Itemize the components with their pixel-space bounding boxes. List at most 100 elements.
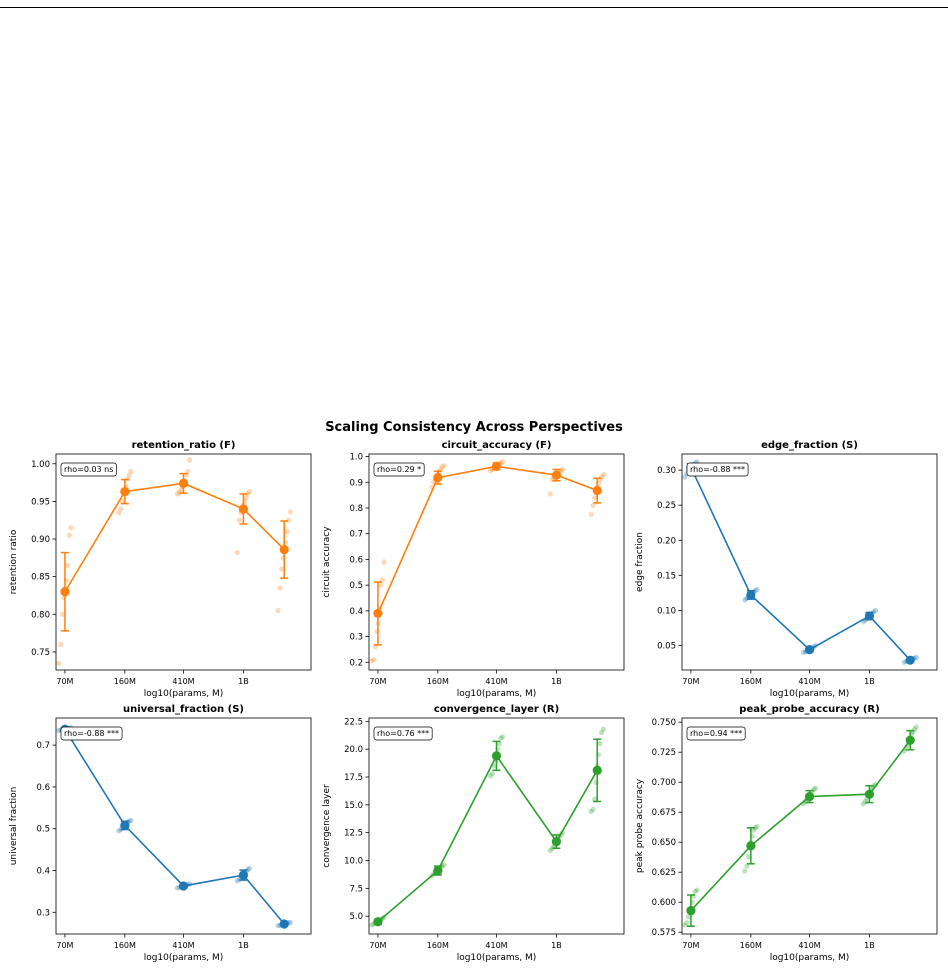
mean-marker bbox=[905, 735, 915, 745]
y-tick-label: 0.4 bbox=[349, 607, 363, 617]
mean-marker bbox=[433, 473, 443, 483]
rho-annotation-text: rho=-0.88 *** bbox=[64, 729, 119, 738]
y-tick-label: 5.0 bbox=[349, 912, 363, 922]
raw-point bbox=[913, 724, 919, 730]
rho-annotation-box bbox=[373, 462, 425, 477]
x-tick-label: 1B bbox=[238, 677, 249, 686]
x-tick-label: 160M bbox=[114, 941, 136, 950]
mean-line bbox=[64, 482, 285, 593]
x-axis-label: log10(params, M) bbox=[770, 689, 850, 699]
rho-annotation: rho=0.94 *** bbox=[686, 726, 746, 741]
x-tick-label: 1B bbox=[864, 941, 875, 950]
raw-point bbox=[592, 495, 598, 501]
mean-marker bbox=[60, 587, 70, 597]
x-axis-label: log10(params, M) bbox=[457, 689, 537, 699]
panels-group: retention_ratio (F) 0.75 0.80 0.85 0.90 0.95 1… bbox=[9, 440, 938, 963]
raw-point bbox=[694, 887, 700, 893]
y-tick-label: 0.7 bbox=[349, 530, 363, 540]
panel-title: circuit_accuracy (F) bbox=[442, 440, 552, 451]
raw-point bbox=[692, 888, 698, 895]
raw-point bbox=[547, 847, 553, 854]
mean-marker bbox=[592, 485, 602, 496]
y-tick-label: 0.750 bbox=[652, 718, 676, 728]
rho-annotation-text: rho=0.29 * bbox=[377, 465, 421, 474]
raw-point bbox=[279, 566, 285, 572]
x-tick-label: 160M bbox=[740, 677, 762, 686]
x-tick-label: 410M bbox=[172, 941, 194, 950]
raw-point bbox=[234, 549, 240, 556]
x-tick-label: 1B bbox=[551, 677, 562, 686]
raw-point bbox=[378, 582, 384, 588]
y-tick-label: 0.25 bbox=[657, 501, 676, 511]
mean-marker bbox=[178, 881, 189, 891]
raw-point bbox=[600, 471, 606, 478]
mean-marker bbox=[686, 906, 696, 916]
mean-marker bbox=[551, 470, 562, 480]
raw-point bbox=[58, 641, 64, 648]
raw-point bbox=[685, 914, 691, 920]
rho-annotation-text: rho=0.03 ns bbox=[64, 465, 113, 474]
mean-marker bbox=[238, 870, 249, 880]
y-tick-label: 0.625 bbox=[652, 868, 676, 878]
raw-point bbox=[742, 868, 748, 874]
x-tick-label: 70M bbox=[682, 941, 699, 950]
mean-marker bbox=[120, 820, 130, 830]
raw-point bbox=[487, 468, 493, 474]
mean-marker bbox=[120, 487, 130, 497]
y-tick-label: 0.95 bbox=[31, 497, 50, 507]
raw-point bbox=[590, 502, 596, 509]
y-tick-label: 0.10 bbox=[657, 606, 676, 616]
panel-4: universal_fraction (S) 0.3 0.4 0.5 0.6 0.7 70M… bbox=[9, 704, 312, 963]
mean-marker bbox=[905, 655, 915, 665]
raw-point bbox=[68, 525, 74, 531]
raw-point bbox=[118, 506, 124, 512]
mean-marker bbox=[804, 645, 815, 655]
mean-line bbox=[377, 754, 598, 923]
rho-annotation: rho=0.76 *** bbox=[373, 726, 433, 741]
axes-frame bbox=[681, 717, 938, 935]
raw-point bbox=[742, 597, 748, 603]
rho-annotation-text: rho=-0.88 *** bbox=[690, 465, 745, 474]
y-tick-label: 1.0 bbox=[349, 453, 363, 463]
y-tick-label: 22.5 bbox=[344, 717, 363, 727]
raw-point bbox=[913, 654, 919, 660]
raw-point bbox=[128, 817, 134, 823]
raw-point bbox=[119, 498, 125, 505]
x-axis-label: log10(params, M) bbox=[770, 953, 850, 963]
raw-point bbox=[381, 559, 387, 565]
mean-marker bbox=[491, 461, 502, 471]
raw-point bbox=[860, 801, 866, 807]
y-tick-label: 0.8 bbox=[349, 504, 363, 514]
raw-point bbox=[59, 611, 65, 617]
mean-marker bbox=[746, 590, 756, 600]
raw-point bbox=[234, 878, 240, 884]
x-tick-label: 410M bbox=[172, 677, 194, 686]
rho-annotation-box bbox=[60, 462, 117, 477]
panel-title: convergence_layer (R) bbox=[434, 704, 559, 715]
x-tick-label: 70M bbox=[369, 941, 386, 950]
y-tick-label: 0.6 bbox=[36, 783, 50, 793]
rho-annotation-box bbox=[686, 462, 749, 477]
raw-point bbox=[275, 607, 281, 614]
raw-point bbox=[588, 808, 594, 815]
raw-point bbox=[745, 854, 751, 860]
raw-point bbox=[559, 466, 566, 473]
figure-suptitle: Scaling Consistency Across Perspectives bbox=[325, 420, 623, 435]
y-tick-label: 0.15 bbox=[657, 571, 676, 581]
y-tick-label: 17.5 bbox=[344, 773, 363, 783]
raw-point bbox=[754, 824, 760, 830]
rho-annotation-box bbox=[373, 726, 433, 741]
y-axis-label: universal fraction bbox=[9, 787, 19, 866]
raw-point bbox=[498, 735, 504, 741]
mean-marker bbox=[864, 611, 875, 621]
y-tick-label: 0.725 bbox=[652, 748, 676, 758]
panel-title: edge_fraction (S) bbox=[761, 440, 858, 451]
raw-point bbox=[284, 528, 290, 535]
y-tick-label: 0.700 bbox=[652, 778, 676, 788]
y-tick-label: 0.575 bbox=[652, 928, 676, 938]
raw-point bbox=[500, 734, 506, 740]
y-tick-label: 0.30 bbox=[657, 466, 676, 476]
y-tick-label: 0.650 bbox=[652, 838, 676, 848]
raw-point bbox=[487, 773, 493, 779]
